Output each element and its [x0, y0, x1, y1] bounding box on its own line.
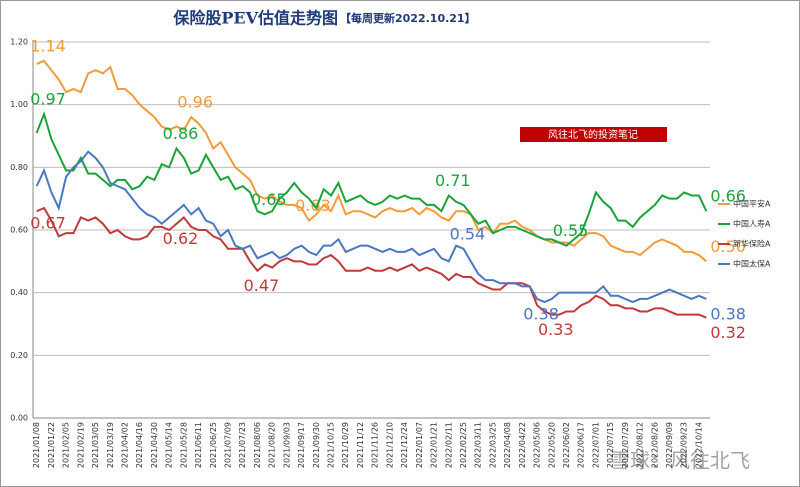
x-tick-label: 2022/06/17: [577, 422, 586, 468]
x-tick-label: 2021/02/19: [76, 422, 85, 468]
y-tick-label: 0.40: [10, 288, 28, 297]
data-label: 0.86: [163, 124, 199, 143]
data-label: 0.97: [30, 90, 66, 109]
y-tick-label: 0.60: [10, 226, 28, 235]
x-tick-label: 2021/12/24: [400, 422, 409, 468]
x-tick-label: 2021/04/16: [135, 422, 144, 468]
legend-label: 中国人寿A: [733, 219, 771, 229]
x-tick-label: 2021/10/15: [327, 422, 336, 468]
data-label: 0.71: [435, 171, 471, 190]
data-label: 1.14: [30, 36, 66, 55]
x-tick-label: 2021/04/30: [150, 422, 159, 468]
x-tick-label: 2021/12/10: [385, 422, 394, 468]
data-label: 0.54: [450, 224, 486, 243]
data-label: 0.47: [244, 276, 280, 295]
x-tick-label: 2022/04/22: [518, 422, 527, 468]
x-tick-label: 2021/06/25: [209, 422, 218, 468]
chart-title: 保险股PEV估值走势图: [172, 9, 338, 28]
x-tick-label: 2022/08/12: [636, 422, 645, 468]
x-tick-label: 2021/01/22: [47, 422, 56, 468]
series-line: [36, 59, 707, 263]
x-tick-label: 2021/01/08: [32, 422, 41, 468]
x-tick-label: 2021/02/05: [62, 422, 71, 468]
legend-label: 中国平安A: [733, 199, 771, 209]
x-tick-label: 2022/08/26: [650, 422, 659, 468]
x-tick-label: 2021/05/28: [179, 422, 188, 468]
x-tick-label: 2021/07/09: [224, 422, 233, 468]
data-label: 0.66: [710, 187, 746, 206]
x-tick-label: 2021/08/20: [268, 422, 277, 468]
note-text: 风往北飞的投资笔记: [548, 128, 638, 141]
y-tick-label: 0.20: [10, 351, 28, 360]
y-tick-label: 0.80: [10, 163, 28, 172]
series-line: [36, 206, 707, 319]
x-tick-label: 2022/07/01: [591, 422, 600, 468]
y-tick-label: 1.20: [10, 38, 28, 47]
x-tick-label: 2021/06/11: [194, 422, 203, 468]
data-label: 0.63: [295, 196, 331, 215]
legend-label: 新华保险A: [733, 239, 771, 249]
note-box: [520, 127, 667, 142]
x-tick-label: 2021/09/17: [297, 422, 306, 468]
chart-subtitle: 【每周更新2022.10.21】: [340, 11, 476, 25]
x-tick-label: 2022/02/11: [444, 422, 453, 468]
x-tick-label: 2021/11/12: [356, 422, 365, 468]
x-tick-label: 2022/05/20: [547, 422, 556, 468]
data-label: 0.38: [710, 304, 746, 323]
x-tick-label: 2021/03/05: [91, 422, 100, 468]
x-tick-label: 2022/05/06: [533, 422, 542, 468]
data-label: 0.96: [177, 93, 213, 112]
x-tick-label: 2022/04/08: [503, 422, 512, 468]
series-line: [35, 110, 708, 247]
x-tick-label: 2022/09/09: [665, 422, 674, 468]
y-tick-label: 1.00: [10, 100, 28, 109]
data-label: 0.67: [30, 214, 66, 233]
data-label: 0.38: [523, 304, 559, 323]
x-tick-label: 2022/03/11: [474, 422, 483, 468]
x-tick-label: 2022/06/02: [562, 422, 571, 468]
x-tick-label: 2022/07/29: [621, 422, 630, 468]
series-line: [35, 150, 707, 304]
x-tick-label: 2021/09/30: [312, 422, 321, 468]
x-tick-label: 2021/11/26: [371, 422, 380, 468]
x-tick-label: 2022/03/25: [488, 422, 497, 468]
data-label: 0.50: [710, 237, 746, 256]
x-tick-label: 2022/10/14: [694, 422, 703, 468]
data-label: 0.32: [710, 323, 746, 342]
watermark: 雪球：风往北飞: [610, 449, 750, 473]
x-tick-label: 2021/08/06: [253, 422, 262, 468]
x-tick-label: 2021/05/14: [165, 422, 174, 468]
data-label: 0.65: [251, 190, 287, 209]
x-tick-label: 2021/09/03: [282, 422, 291, 468]
data-label: 0.62: [163, 229, 199, 248]
x-tick-label: 2022/07/15: [606, 422, 615, 468]
x-tick-label: 2022/02/25: [459, 422, 468, 468]
x-tick-label: 2021/03/19: [106, 422, 115, 468]
x-tick-label: 2021/10/29: [341, 422, 350, 468]
x-tick-label: 2022/09/23: [680, 422, 689, 468]
x-tick-label: 2022/01/21: [430, 422, 439, 468]
data-label: 0.55: [553, 221, 589, 240]
data-label: 0.33: [538, 320, 574, 339]
x-tick-label: 2021/07/23: [238, 422, 247, 468]
x-tick-label: 2022/01/07: [415, 422, 424, 468]
legend-label: 中国太保A: [733, 259, 771, 269]
y-tick-label: 0.00: [10, 414, 28, 423]
x-tick-label: 2021/04/02: [120, 422, 129, 468]
